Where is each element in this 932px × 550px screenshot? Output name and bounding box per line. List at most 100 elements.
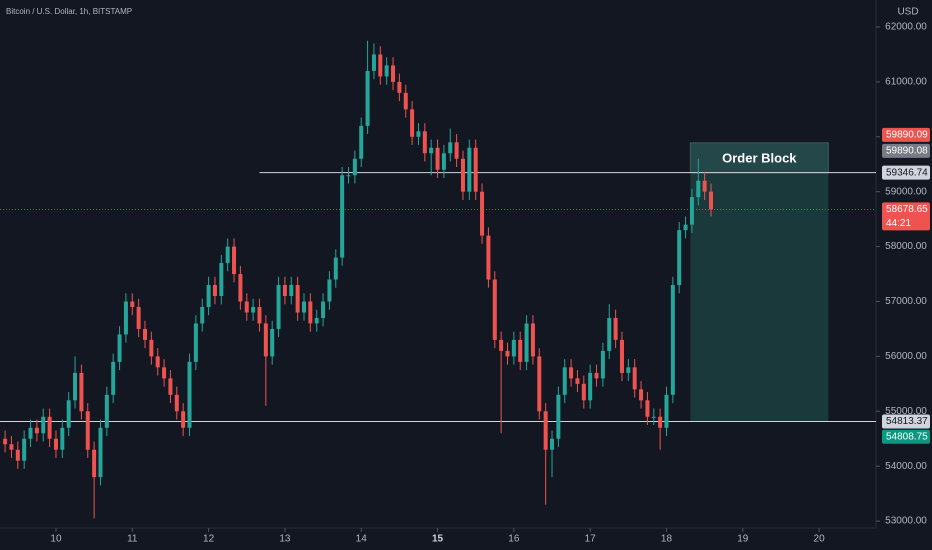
price-tag	[882, 202, 930, 231]
chart-title: Bitcoin / U.S. Dollar, 1h, BITSTAMP	[6, 7, 132, 16]
x-tick-label: 14	[356, 534, 368, 545]
y-tick-label: 54000.00	[885, 461, 927, 472]
candle-body	[403, 92, 408, 110]
candle-body	[365, 70, 370, 126]
candle-body	[359, 125, 364, 159]
candle-body	[85, 411, 90, 450]
candle-body	[683, 224, 688, 231]
price-tag	[882, 414, 930, 429]
y-tick-label: 58000.00	[885, 241, 927, 252]
x-tick-label: 12	[203, 534, 215, 545]
candle-body	[301, 301, 306, 313]
candle-body	[454, 142, 459, 159]
candle-body	[639, 389, 644, 401]
candle-body	[619, 339, 624, 373]
price-tag	[882, 429, 930, 444]
candle-body	[480, 191, 485, 236]
candle-body	[244, 301, 249, 313]
price-tag	[882, 127, 930, 142]
candle-body	[550, 438, 555, 450]
candle-body	[130, 301, 135, 307]
candle-body	[295, 285, 300, 313]
candle-body	[594, 372, 599, 379]
order-block-label: Order Block	[722, 150, 797, 165]
candle-body	[600, 350, 605, 379]
candle-body	[28, 427, 33, 439]
candle-body	[333, 257, 338, 280]
candle-body	[518, 339, 523, 362]
candle-body	[492, 279, 497, 340]
candle-body	[435, 147, 440, 170]
x-tick-label: 18	[661, 534, 673, 545]
candle-body	[384, 65, 389, 77]
candle-body	[270, 328, 275, 357]
candle-body	[149, 339, 154, 357]
candle-body	[664, 394, 669, 428]
candle-body	[658, 416, 663, 428]
candle-body	[505, 350, 510, 357]
price-tag-label: 58678.65	[886, 204, 928, 215]
price-tag-label: 59890.08	[886, 145, 928, 156]
candle-body	[73, 372, 78, 401]
y-tick-label: 55000.00	[885, 406, 927, 417]
candle-body	[143, 328, 147, 340]
candle-body	[98, 427, 103, 478]
candle-body	[79, 372, 84, 412]
candle-body	[556, 394, 561, 439]
y-tick-label: 57000.00	[885, 296, 927, 307]
candle-body	[410, 109, 415, 137]
candle-body	[524, 323, 529, 362]
y-tick-label: 62000.00	[885, 22, 927, 33]
candle-body	[467, 147, 472, 192]
candle-body	[238, 274, 243, 302]
candle-body	[441, 153, 446, 170]
candle-body	[537, 356, 542, 412]
x-tick-label: 10	[50, 534, 62, 545]
x-tick-label: 13	[279, 534, 291, 545]
candle-body	[327, 279, 332, 302]
candle-body	[562, 367, 567, 395]
candle-body	[429, 147, 434, 154]
y-tick-label: 53000.00	[885, 516, 927, 527]
candle-body	[22, 438, 27, 461]
candle-body	[34, 427, 39, 434]
candle-body	[225, 246, 230, 264]
candle-body	[530, 323, 535, 357]
candle-body	[378, 54, 383, 77]
candle-body	[111, 361, 116, 395]
candle-body	[174, 394, 179, 412]
candle-body	[511, 339, 516, 357]
x-tick-label: 20	[814, 534, 826, 545]
price-countdown: 44:21	[886, 218, 911, 229]
candle-body	[181, 411, 186, 428]
y-tick-label: 59000.00	[885, 186, 927, 197]
candle-body	[257, 306, 262, 324]
y-tick-label: 56000.00	[885, 351, 927, 362]
candle-body	[276, 285, 281, 329]
candle-body	[397, 81, 402, 93]
candle-body	[15, 449, 20, 461]
candle-body	[340, 175, 345, 258]
candle-body	[104, 394, 109, 428]
candle-body	[41, 416, 46, 434]
candle-body	[588, 372, 593, 401]
candle-body	[696, 180, 701, 198]
candle-body	[581, 383, 586, 401]
y-tick-label: 61000.00	[885, 77, 927, 88]
candle-body	[702, 180, 707, 192]
order-block	[690, 142, 829, 422]
candle-body	[289, 285, 294, 297]
candle-body	[251, 306, 256, 313]
candle-body	[60, 427, 65, 450]
candle-body	[193, 323, 198, 362]
candle-body	[9, 444, 14, 450]
candle-body	[422, 131, 427, 154]
candle-body	[282, 285, 287, 297]
candle-body	[3, 438, 8, 445]
candle-body	[162, 367, 167, 379]
price-tag-label: 59346.74	[886, 167, 928, 178]
price-tag	[882, 165, 930, 180]
candle-body	[219, 263, 224, 297]
candle-body	[232, 246, 237, 275]
